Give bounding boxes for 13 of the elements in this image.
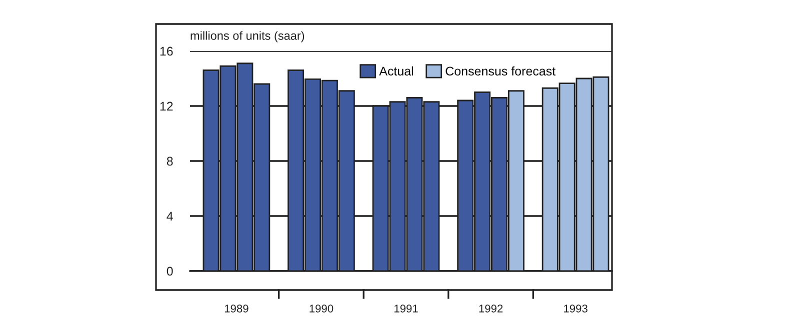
x-tick-label: 1989 bbox=[224, 304, 248, 312]
y-tick-label: 8 bbox=[166, 156, 173, 166]
y-tick-label: 16 bbox=[160, 46, 173, 56]
x-tick-label: 1992 bbox=[479, 304, 503, 312]
y-tick-label: 12 bbox=[160, 102, 173, 111]
y-axis-title: millions of units (saar) bbox=[190, 31, 304, 42]
x-tick-label: 1990 bbox=[310, 304, 334, 312]
x-tick-label: 1991 bbox=[394, 304, 418, 312]
y-tick-label: 0 bbox=[166, 266, 173, 276]
legend-label: Consensus forecast bbox=[446, 66, 556, 76]
y-tick-label: 4 bbox=[166, 212, 173, 221]
x-tick-label: 1993 bbox=[564, 304, 588, 312]
legend-label: Actual bbox=[379, 66, 414, 76]
